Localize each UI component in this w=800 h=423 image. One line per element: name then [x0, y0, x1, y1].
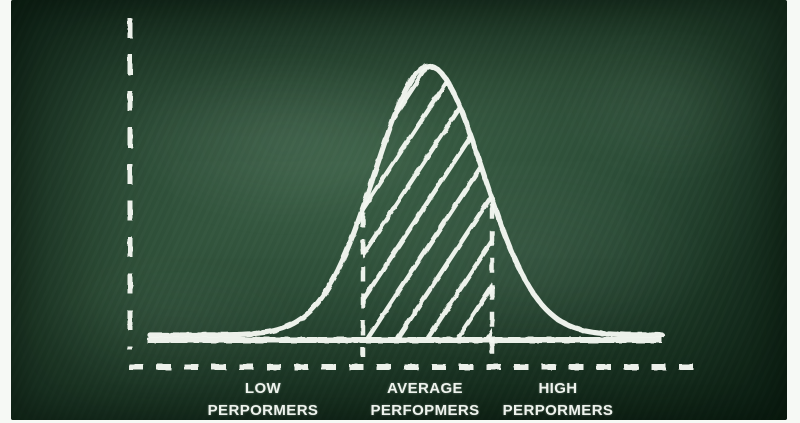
chalk-smudge — [41, 255, 311, 395]
chalk-smudge — [556, 30, 786, 180]
chalk-smudge — [121, 55, 451, 225]
chalkboard — [11, 0, 787, 420]
chalk-smudge — [331, 160, 721, 370]
